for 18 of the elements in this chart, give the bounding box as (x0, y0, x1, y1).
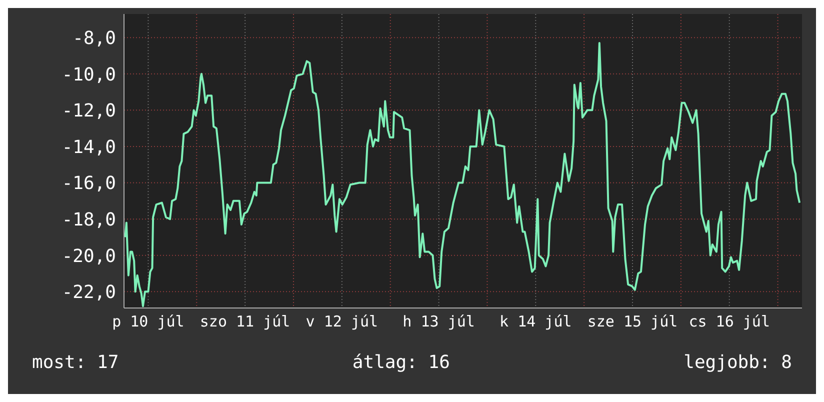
x-tick-label: v 12 júl (306, 312, 378, 331)
y-tick-label: -18,0 (62, 209, 116, 230)
y-tick-label: -14,0 (62, 136, 116, 158)
x-tick-label: szo 11 júl (200, 312, 290, 331)
y-tick-label: -12,0 (62, 100, 116, 122)
y-tick-label: -22,0 (62, 282, 116, 304)
y-tick-label: -10,0 (62, 64, 116, 86)
x-tick-label: k 14 júl (500, 312, 572, 331)
text: most: 17 (32, 352, 119, 373)
text: legjobb: 8 (684, 352, 792, 373)
x-tick-label: p 10 júl (112, 312, 184, 331)
x-tick-label: h 13 júl (402, 312, 475, 331)
x-tick-label: sze 15 júl (587, 312, 678, 331)
x-tick-label: cs 16 júl (688, 312, 770, 331)
y-tick-label: -16,0 (62, 173, 116, 194)
y-tick-label: -8,0 (72, 28, 116, 49)
y-tick-label: -20,0 (62, 246, 116, 267)
text: átlag: 16 (352, 352, 450, 373)
